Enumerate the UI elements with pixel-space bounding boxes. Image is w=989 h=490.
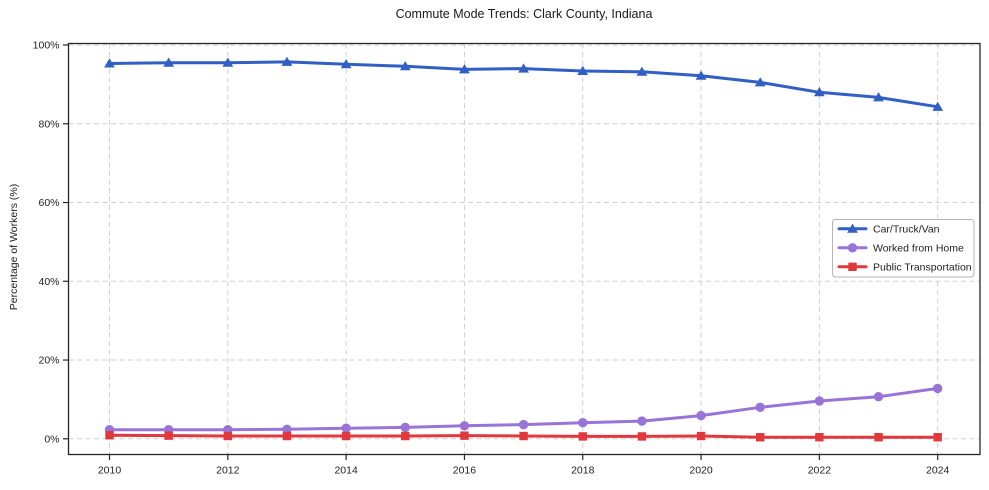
data-point-marker [874, 433, 883, 442]
data-point-marker [399, 61, 411, 71]
x-tick-label: 2020 [689, 465, 713, 477]
data-point-marker [932, 383, 943, 394]
x-tick-label: 2016 [453, 465, 477, 477]
data-point-marker [104, 58, 115, 68]
axis-ticks [63, 44, 939, 460]
y-tick-label: 20% [38, 355, 59, 367]
data-point-marker [223, 431, 233, 441]
data-point-marker [578, 432, 587, 441]
legend-box [832, 219, 975, 278]
data-point-marker [873, 391, 884, 402]
legend-marker [847, 243, 858, 253]
data-point-marker [754, 77, 766, 87]
legend-label: Worked from Home [873, 243, 964, 255]
data-point-marker [222, 57, 234, 67]
data-point-marker [755, 402, 765, 412]
y-tick-label: 40% [38, 276, 59, 288]
data-point-marker [756, 433, 765, 442]
x-tick-label: 2018 [571, 465, 595, 477]
legend-item-worked-from-home: Worked from Home [837, 243, 964, 255]
y-tick-label: 60% [38, 197, 59, 209]
x-tick-label: 2024 [926, 465, 950, 477]
data-point-marker [341, 431, 351, 441]
data-point-marker [164, 431, 173, 440]
data-point-marker [341, 423, 351, 433]
data-point-marker [519, 431, 528, 441]
x-tick-label: 2022 [808, 465, 832, 477]
series-car-truck-van [104, 56, 944, 111]
data-point-marker [813, 87, 825, 97]
y-tick-label: 0% [44, 434, 59, 446]
x-tick-label: 2014 [334, 465, 358, 477]
y-tick-label: 100% [33, 40, 60, 52]
data-point-marker [696, 410, 706, 421]
data-point-marker [815, 433, 824, 442]
data-point-marker [695, 70, 707, 80]
data-point-marker [163, 57, 175, 67]
data-point-marker [281, 56, 293, 66]
data-point-marker [932, 101, 944, 111]
axis-tick-labels: 0% 20% 40% 60% 80% 100% 2010 2012 2014 2016 2018 20… [33, 40, 950, 477]
data-point-marker [459, 421, 470, 431]
data-point-marker [340, 59, 352, 69]
data-point-marker [518, 419, 529, 430]
legend: Car/Truck/Van Worked from Home Public Tran… [832, 219, 975, 278]
legend-item-car-truck-van: Car/Truck/Van [837, 223, 940, 236]
data-point-marker [577, 65, 589, 75]
legend-marker [848, 262, 857, 271]
x-tick-label: 2010 [98, 465, 122, 477]
series-worked-from-home [104, 383, 943, 435]
data-point-marker [636, 66, 648, 76]
data-point-marker [105, 431, 114, 440]
plot-border [67, 42, 981, 456]
data-point-marker [696, 431, 706, 441]
data-point-marker [460, 431, 469, 440]
data-point-marker [637, 416, 647, 426]
data-point-marker [282, 431, 292, 441]
data-point-marker [282, 424, 292, 435]
legend-item-public-transportation: Public Transportation [837, 262, 972, 274]
data-point-marker [518, 63, 529, 73]
legend-marker [847, 223, 858, 233]
data-point-marker [814, 396, 825, 406]
series-public-transportation [105, 431, 942, 442]
y-tick-label: 80% [38, 118, 59, 130]
legend-label: Car/Truck/Van [873, 224, 940, 236]
legend-label: Public Transportation [873, 262, 972, 274]
data-point-marker [400, 422, 410, 433]
chart-title: Commute Mode Trends: Clark County, India… [395, 7, 653, 21]
data-point-marker [873, 92, 884, 102]
data-point-marker [637, 432, 647, 441]
data-point-marker [459, 64, 470, 74]
data-point-marker [401, 431, 410, 441]
data-point-marker [933, 433, 942, 442]
x-tick-label: 2012 [216, 465, 240, 477]
data-point-marker [578, 417, 588, 428]
